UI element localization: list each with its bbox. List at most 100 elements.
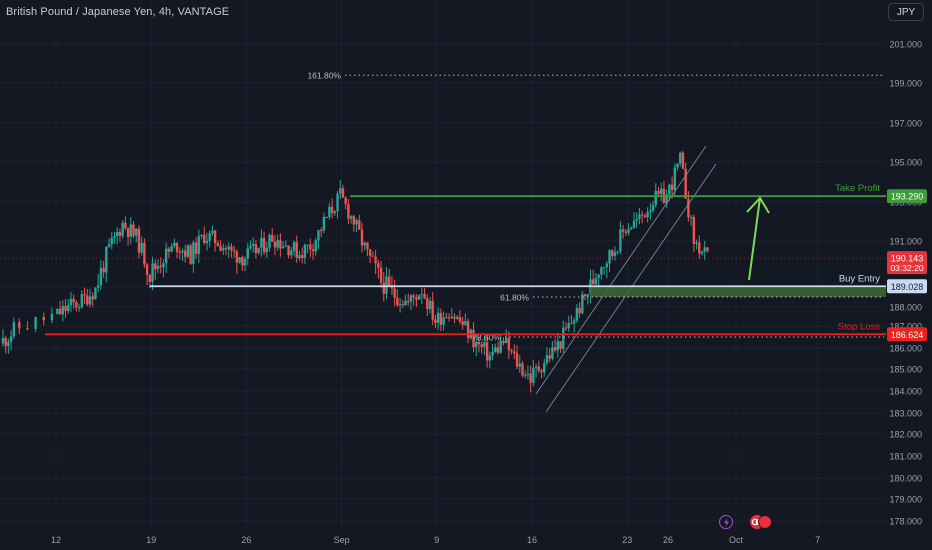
candle-body xyxy=(401,304,404,306)
candle-body xyxy=(545,355,549,364)
candle-body xyxy=(113,235,116,238)
current-price-tag xyxy=(887,251,927,275)
candle xyxy=(447,313,451,322)
candle-body xyxy=(488,355,492,361)
currency-button[interactable]: JPY xyxy=(888,3,924,21)
flash-event-icon[interactable] xyxy=(719,515,733,529)
candle-body xyxy=(284,245,288,247)
candle xyxy=(281,241,285,249)
candle xyxy=(510,348,513,355)
candle xyxy=(592,269,595,285)
candle xyxy=(325,216,328,218)
candle-body xyxy=(300,255,304,259)
dividend-event-icon-secondary[interactable] xyxy=(758,515,772,529)
candle-body xyxy=(1,337,5,344)
candle xyxy=(292,240,296,257)
candle xyxy=(42,312,45,326)
candle xyxy=(118,228,122,242)
candle xyxy=(706,246,709,253)
candle-body xyxy=(246,248,249,259)
candle-body xyxy=(382,282,385,294)
bar-countdown-label: 03:32:20 xyxy=(890,263,923,273)
candle-body xyxy=(219,245,222,251)
candle xyxy=(442,311,445,331)
candle-body xyxy=(249,245,252,249)
candle-body xyxy=(143,242,146,265)
candle xyxy=(341,184,345,199)
price-tick-label: 185.000 xyxy=(889,365,922,375)
candle-body xyxy=(540,370,543,373)
candle xyxy=(698,235,701,259)
candle-body xyxy=(290,250,293,256)
fib-label: 161.80% xyxy=(307,71,341,81)
candle-body xyxy=(349,216,353,219)
candle xyxy=(349,215,353,224)
candle-body xyxy=(483,342,486,348)
candle xyxy=(415,293,418,307)
candle-body xyxy=(600,267,603,275)
candle-body xyxy=(67,305,70,312)
candle-body xyxy=(34,317,37,330)
candle xyxy=(333,210,336,216)
candle-body xyxy=(203,234,206,244)
candle xyxy=(619,221,622,255)
time-tick-label: 16 xyxy=(527,535,537,545)
candle xyxy=(679,151,682,167)
candle xyxy=(643,213,647,218)
candle-body xyxy=(415,297,418,300)
candle xyxy=(154,259,157,280)
candle-body xyxy=(567,323,570,329)
candle-body xyxy=(388,276,391,286)
candle xyxy=(502,337,505,346)
candle xyxy=(518,355,521,373)
candle-body xyxy=(398,304,402,306)
candle xyxy=(18,318,21,335)
candle xyxy=(436,307,440,331)
candle-body xyxy=(562,327,565,349)
candle xyxy=(344,196,347,210)
candle-body xyxy=(344,197,347,205)
candle xyxy=(232,245,236,258)
candle xyxy=(1,329,5,347)
candle xyxy=(99,260,103,290)
candle xyxy=(570,314,573,325)
candle-body xyxy=(309,244,312,250)
candle-body xyxy=(254,244,258,254)
candle-body xyxy=(581,294,584,314)
candle-body xyxy=(355,220,358,225)
candle xyxy=(306,244,309,254)
candle-body xyxy=(12,322,16,337)
candle-body xyxy=(148,274,152,282)
candle xyxy=(456,315,459,320)
candle xyxy=(553,338,557,353)
candle-body xyxy=(436,312,440,323)
candle-body xyxy=(624,231,628,233)
candle-body xyxy=(464,321,467,325)
candle-body xyxy=(241,257,244,266)
candle-body xyxy=(238,257,241,263)
candle xyxy=(439,308,443,332)
price-tick-label: 191.000 xyxy=(889,237,922,247)
candle xyxy=(624,228,628,236)
price-tick-label: 181.000 xyxy=(889,452,922,462)
candle-body xyxy=(211,230,214,234)
level-price-label: 186.624 xyxy=(891,330,924,340)
candle-body xyxy=(276,240,279,248)
candle-body xyxy=(132,224,135,236)
candle xyxy=(303,243,307,265)
candle xyxy=(404,294,407,306)
candle-body xyxy=(360,229,364,246)
candle xyxy=(317,229,320,249)
candle-body xyxy=(333,211,336,214)
candle xyxy=(164,242,168,273)
candle-body xyxy=(140,242,143,253)
candle xyxy=(700,250,704,256)
price-tick-label: 195.000 xyxy=(889,158,922,168)
candle-body xyxy=(167,248,171,252)
candle-body xyxy=(643,215,647,218)
candle xyxy=(586,294,589,305)
level-price-tag xyxy=(887,189,927,204)
candle xyxy=(420,287,424,304)
candle-body xyxy=(458,316,462,322)
